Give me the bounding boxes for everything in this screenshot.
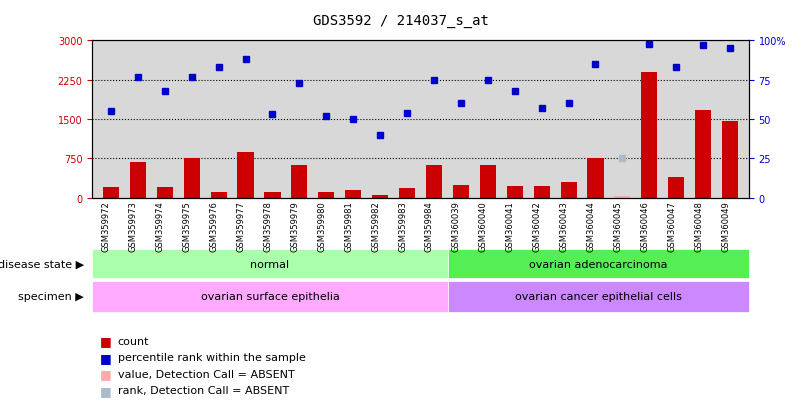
Text: GSM359978: GSM359978 (264, 200, 272, 251)
Bar (237, 153, 254, 198)
Bar (695, 110, 711, 198)
Text: GSM360039: GSM360039 (452, 200, 461, 251)
Bar (372, 196, 388, 198)
Bar (533, 186, 549, 198)
Text: GSM360048: GSM360048 (694, 200, 703, 251)
Text: GSM359976: GSM359976 (210, 200, 219, 251)
Text: percentile rank within the sample: percentile rank within the sample (118, 352, 306, 362)
Text: GSM360043: GSM360043 (560, 200, 569, 251)
Bar (426, 165, 442, 198)
Text: GSM360046: GSM360046 (640, 200, 650, 251)
Text: GSM359974: GSM359974 (156, 200, 165, 251)
Bar (157, 188, 173, 198)
Text: GSM359973: GSM359973 (129, 200, 138, 251)
Bar (130, 163, 146, 198)
Text: GSM359983: GSM359983 (398, 200, 407, 251)
Bar (292, 166, 308, 198)
Text: ■: ■ (100, 351, 112, 364)
Text: ovarian surface epithelia: ovarian surface epithelia (200, 292, 340, 302)
Bar (92, 282, 448, 312)
Text: rank, Detection Call = ABSENT: rank, Detection Call = ABSENT (118, 385, 289, 395)
Text: disease state ▶: disease state ▶ (0, 259, 84, 269)
Text: GDS3592 / 214037_s_at: GDS3592 / 214037_s_at (312, 14, 489, 28)
Bar (448, 282, 749, 312)
Text: GSM359977: GSM359977 (236, 200, 246, 251)
Bar (183, 159, 199, 198)
Text: GSM359984: GSM359984 (425, 200, 434, 251)
Text: GSM360040: GSM360040 (479, 200, 488, 251)
Text: ■: ■ (100, 367, 112, 380)
Text: GSM359975: GSM359975 (183, 200, 191, 251)
Text: specimen ▶: specimen ▶ (18, 292, 84, 302)
Bar (587, 159, 604, 198)
Text: ovarian adenocarcinoma: ovarian adenocarcinoma (529, 259, 668, 269)
Text: GSM359982: GSM359982 (371, 200, 380, 251)
Text: value, Detection Call = ABSENT: value, Detection Call = ABSENT (118, 369, 295, 379)
Bar (264, 193, 280, 198)
Text: GSM360045: GSM360045 (614, 200, 622, 251)
Bar (614, 196, 630, 198)
Text: count: count (118, 336, 149, 346)
Bar (345, 190, 361, 198)
Bar (318, 192, 334, 198)
Text: GSM359980: GSM359980 (317, 200, 326, 251)
Text: GSM360041: GSM360041 (505, 200, 515, 251)
Text: GSM359981: GSM359981 (344, 200, 353, 251)
Text: ■: ■ (100, 384, 112, 397)
Bar (561, 183, 577, 198)
Bar (453, 186, 469, 198)
Text: ovarian cancer epithelial cells: ovarian cancer epithelial cells (515, 292, 682, 302)
Text: ■: ■ (100, 334, 112, 347)
Bar (103, 188, 119, 198)
Text: normal: normal (251, 259, 290, 269)
Bar (399, 188, 415, 198)
Bar (642, 73, 658, 198)
Bar (507, 187, 523, 198)
Bar (722, 121, 739, 198)
Text: GSM359979: GSM359979 (291, 200, 300, 251)
Bar (448, 250, 749, 279)
Text: GSM360042: GSM360042 (533, 200, 541, 251)
Text: GSM360049: GSM360049 (721, 200, 730, 251)
Bar (92, 250, 448, 279)
Bar (211, 192, 227, 198)
Bar (668, 178, 684, 198)
Text: GSM359972: GSM359972 (102, 200, 111, 251)
Bar (480, 165, 496, 198)
Text: GSM360044: GSM360044 (586, 200, 595, 251)
Text: GSM360047: GSM360047 (667, 200, 676, 251)
